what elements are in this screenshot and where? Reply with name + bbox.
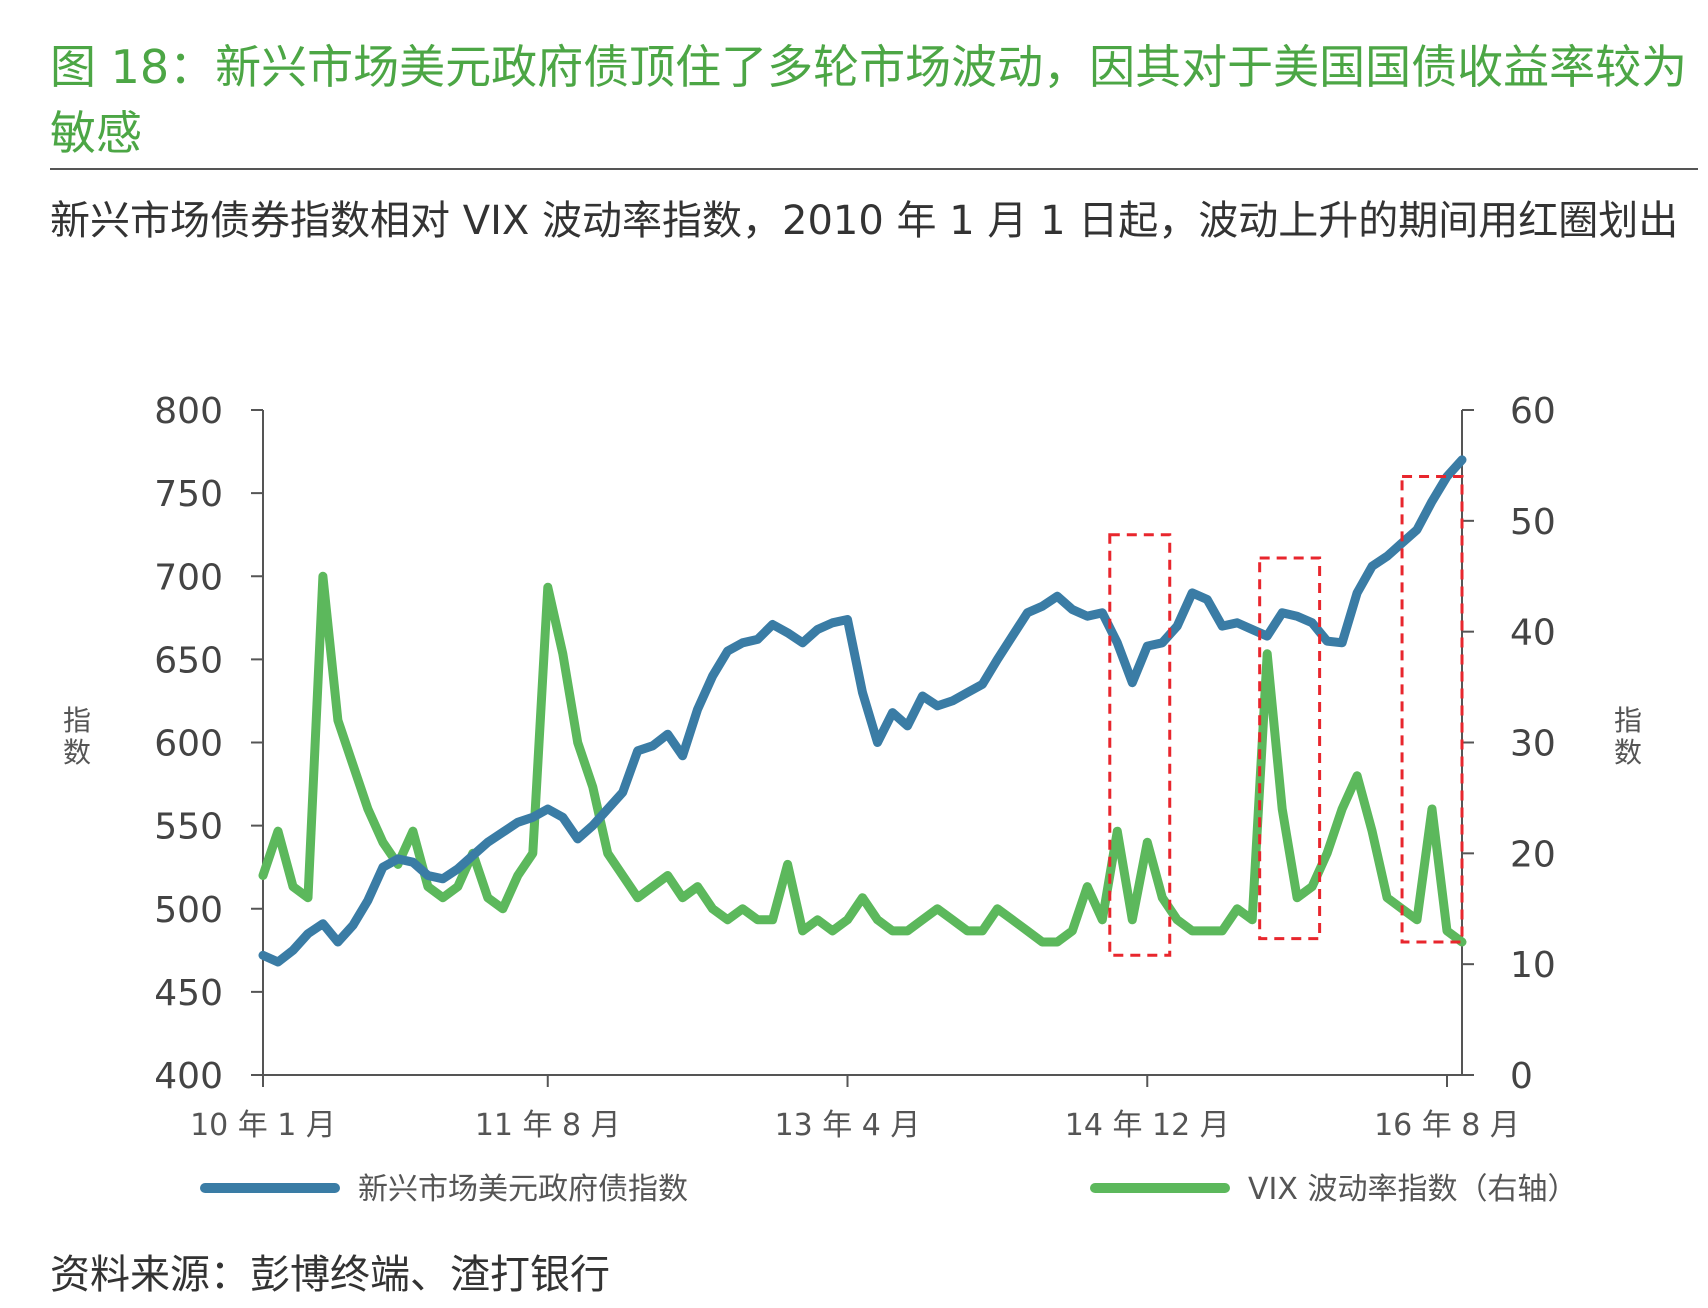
right-tick-label: 40 [1510, 613, 1556, 654]
left-tick-label: 700 [154, 557, 223, 598]
right-tick-label: 50 [1510, 502, 1556, 543]
left-tick-label: 650 [154, 640, 223, 681]
left-tick-label: 550 [154, 807, 223, 848]
left-tick-label: 500 [154, 890, 223, 931]
x-tick-label: 11 年 8 月 [475, 1108, 621, 1143]
legend-label-vix: VIX 波动率指数（右轴） [1248, 1172, 1577, 1207]
chart-marks [258, 455, 1467, 967]
source-note: 资料来源：彭博终端、渣打银行 [50, 1252, 610, 1298]
figure-title: 图 18：新兴市场美元政府债顶住了多轮市场波动，因其对于美国国债收益率较为敏感 [50, 40, 1688, 160]
left-tick-label: 450 [154, 973, 223, 1014]
right-tick-label: 10 [1510, 945, 1556, 986]
title-divider [50, 168, 1698, 170]
x-tick-label: 10 年 1 月 [190, 1108, 336, 1143]
left-tick-label: 800 [154, 391, 223, 432]
series-line-vix [258, 571, 1467, 947]
right-tick-label: 30 [1510, 724, 1556, 765]
left-tick-label: 750 [154, 474, 223, 515]
chart-legend: 新兴市场美元政府债指数 VIX 波动率指数（右轴） [200, 1172, 1577, 1207]
volatility-highlight-box [1400, 475, 1464, 944]
right-tick-label: 20 [1510, 834, 1556, 875]
right-tick-label: 0 [1510, 1056, 1533, 1097]
right-axis-label: 指数 [1614, 704, 1642, 769]
chart-axes: 800 750 700 650 600 550 500 450 400 60 50 40 30 20 10 0… [63, 391, 1642, 1143]
legend-label-em-bond-index: 新兴市场美元政府债指数 [358, 1172, 688, 1207]
right-tick-label: 60 [1510, 391, 1556, 432]
left-axis-label: 指数 [63, 704, 91, 769]
left-tick-label: 400 [154, 1056, 223, 1097]
figure-subtitle: 新兴市场债券指数相对 VIX 波动率指数，2010 年 1 月 1 日起，波动上… [50, 198, 1679, 244]
x-tick-label: 14 年 12 月 [1065, 1108, 1230, 1143]
x-tick-label: 13 年 4 月 [775, 1108, 921, 1143]
left-tick-label: 600 [154, 724, 223, 765]
x-tick-label: 16 年 8 月 [1374, 1108, 1520, 1143]
volatility-highlight-box [1108, 533, 1172, 957]
series-line-em-bond-index [258, 455, 1467, 967]
